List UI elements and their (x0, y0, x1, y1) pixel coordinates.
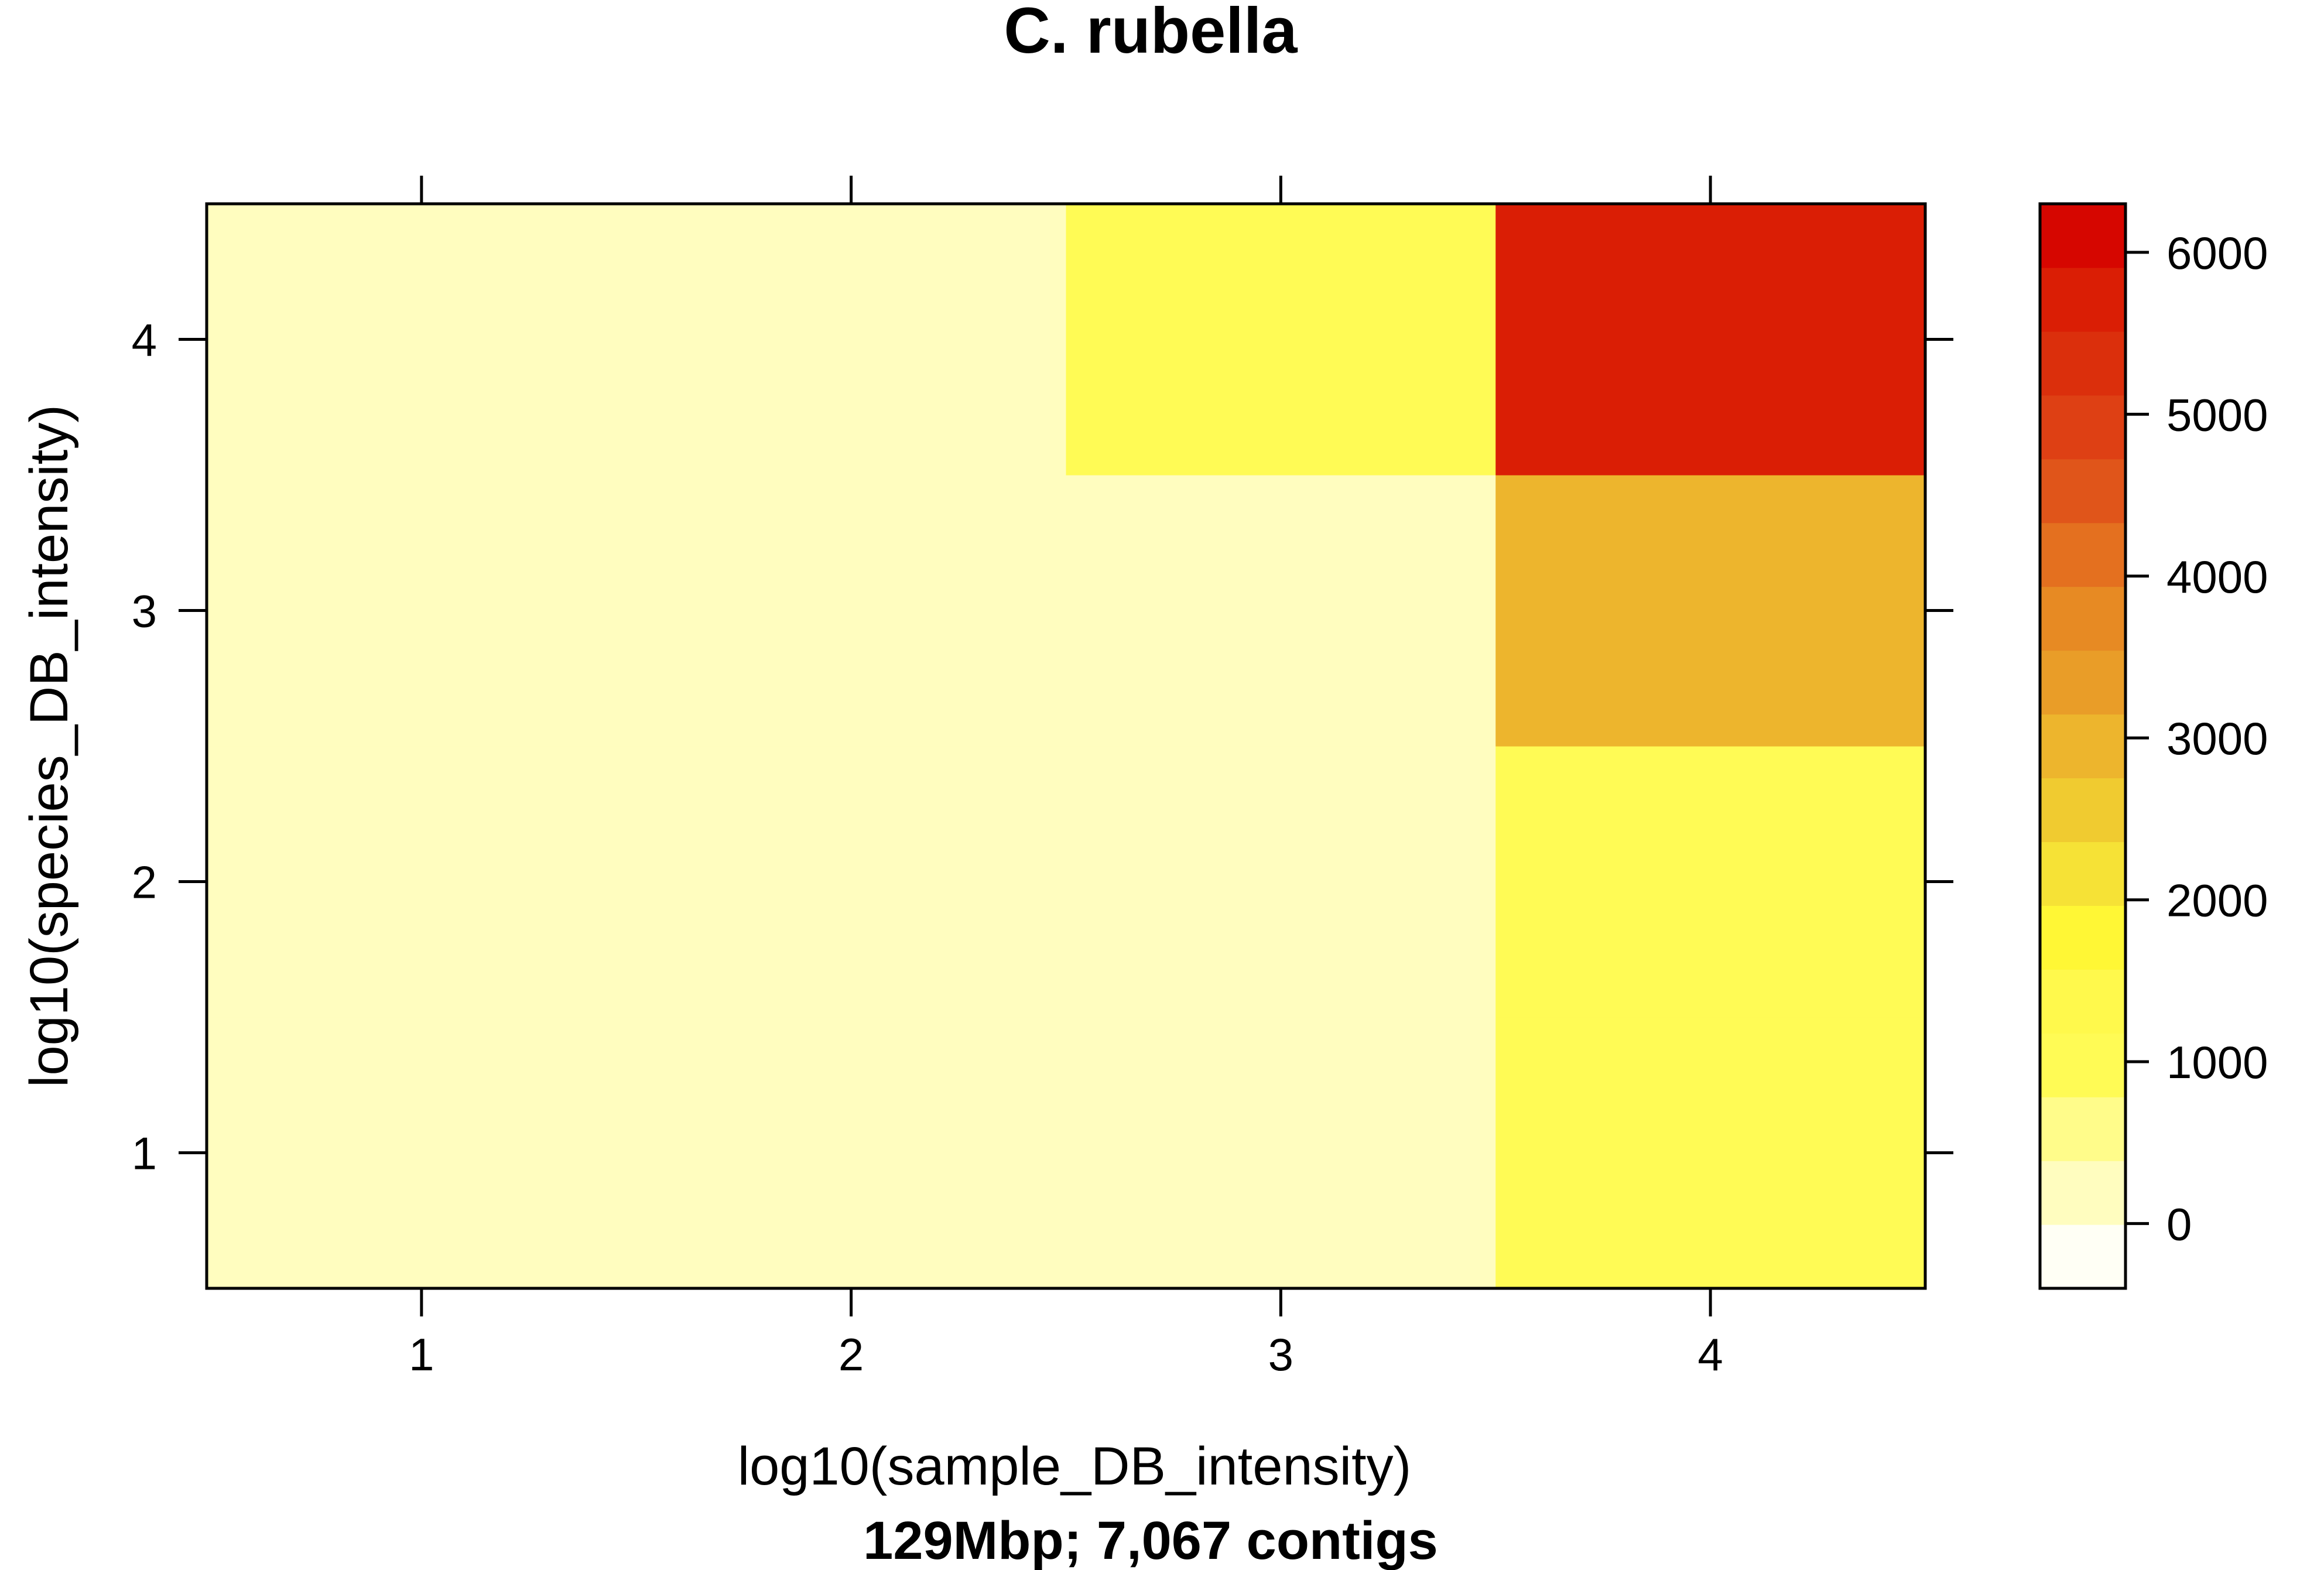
colorbar-swatch-9 (2040, 650, 2126, 715)
heatmap-cells (207, 204, 1926, 1289)
heatmap-cell-x4-y4 (1495, 204, 1926, 476)
colorbar-swatch-5 (2040, 905, 2126, 970)
colorbar-tick-label-3000: 3000 (2166, 713, 2268, 764)
y-axis-label: log10(species_DB_intensity) (19, 405, 79, 1087)
colorbar-tick-label-2000: 2000 (2166, 875, 2268, 926)
heatmap-cell-x3-y4 (1066, 204, 1496, 476)
y-tick-label-4: 4 (132, 314, 157, 366)
colorbar-tick-label-1000: 1000 (2166, 1037, 2268, 1088)
chart-subtitle: 129Mbp; 7,067 contigs (863, 1511, 1438, 1570)
x-tick-label-2: 2 (838, 1329, 864, 1380)
colorbar-tick-label-6000: 6000 (2166, 227, 2268, 279)
x-tick-label-1: 1 (409, 1329, 434, 1380)
heatmap-cell-x4-y1 (1495, 1017, 1926, 1289)
heatmap-cell-x1-y1 (207, 1017, 637, 1289)
colorbar: 0 1000 2000 3000 4000 5000 6000 (2040, 204, 2268, 1289)
heatmap-cell-x2-y1 (636, 1017, 1067, 1289)
colorbar-swatch-1 (2040, 1161, 2126, 1225)
colorbar-swatch-7 (2040, 778, 2126, 843)
heatmap-cell-x1-y4 (207, 204, 637, 476)
colorbar-tick-label-5000: 5000 (2166, 389, 2268, 440)
colorbar-swatch-16 (2040, 204, 2126, 268)
colorbar-swatch-15 (2040, 267, 2126, 332)
colorbar-swatch-12 (2040, 459, 2126, 524)
heatmap-cell-x2-y2 (636, 746, 1067, 1018)
colorbar-swatch-0 (2040, 1224, 2126, 1289)
colorbar-swatch-10 (2040, 586, 2126, 651)
plot-frame (205, 202, 1927, 1290)
axis-ticks: 1 2 3 4 1 2 3 4 (132, 176, 1953, 1380)
heatmap-cell-x1-y2 (207, 746, 637, 1018)
heatmap-cell-x2-y4 (636, 204, 1067, 476)
heatmap-cell-x4-y3 (1495, 475, 1926, 747)
heatmap-cell-x3-y1 (1066, 1017, 1496, 1289)
y-tick-label-3: 3 (132, 586, 157, 637)
colorbar-swatch-13 (2040, 395, 2126, 460)
heatmap-cell-x4-y2 (1495, 746, 1926, 1018)
colorbar-frame (2038, 202, 2127, 1290)
colorbar-swatch-8 (2040, 714, 2126, 779)
colorbar-swatch-3 (2040, 1033, 2126, 1097)
colorbar-swatch-11 (2040, 522, 2126, 587)
x-tick-label-3: 3 (1268, 1329, 1293, 1380)
colorbar-tick-label-4000: 4000 (2166, 551, 2268, 603)
heatmap-cell-x3-y3 (1066, 475, 1496, 747)
colorbar-swatch-2 (2040, 1097, 2126, 1161)
colorbar-tick-label-0: 0 (2166, 1198, 2192, 1250)
colorbar-swatch-4 (2040, 969, 2126, 1034)
colorbar-swatch-14 (2040, 331, 2126, 396)
heatmap-cell-x3-y2 (1066, 746, 1496, 1018)
colorbar-swatch-6 (2040, 842, 2126, 906)
y-tick-label-2: 2 (132, 857, 157, 908)
x-axis-label: log10(sample_DB_intensity) (738, 1436, 1412, 1496)
heatmap-cell-x1-y3 (207, 475, 637, 747)
chart-title: C. rubella (1004, 0, 1298, 67)
y-tick-label-1: 1 (132, 1128, 157, 1179)
heatmap-cell-x2-y3 (636, 475, 1067, 747)
x-tick-label-4: 4 (1697, 1329, 1723, 1380)
